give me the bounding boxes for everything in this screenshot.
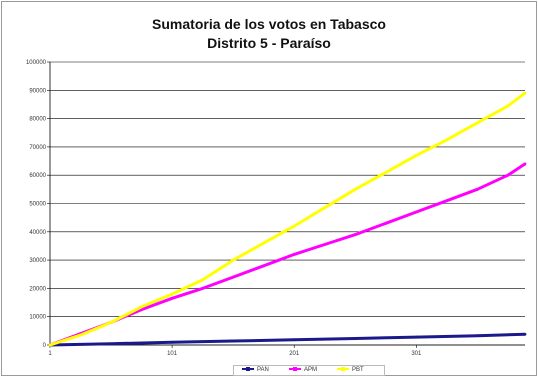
series-lines xyxy=(48,91,527,347)
axes xyxy=(49,62,525,346)
data-point xyxy=(231,275,235,279)
data-point xyxy=(109,342,113,346)
data-point xyxy=(109,320,113,324)
data-point xyxy=(262,241,266,245)
data-point xyxy=(79,333,82,337)
data-point xyxy=(475,187,479,191)
data-point xyxy=(292,253,296,256)
data-point xyxy=(48,343,52,347)
data-point xyxy=(523,91,527,95)
data-point xyxy=(523,162,527,166)
x-tick-label: 101 xyxy=(167,351,178,357)
data-point xyxy=(353,187,357,191)
data-point xyxy=(231,339,235,343)
series-line-pbt xyxy=(49,91,526,347)
data-point xyxy=(506,173,510,177)
data-point xyxy=(201,287,205,290)
y-tick-label: 10000 xyxy=(29,315,46,321)
data-point xyxy=(414,335,418,339)
legend-swatch xyxy=(242,367,254,372)
data-point xyxy=(475,334,479,338)
legend: PAN APM PBT xyxy=(233,365,385,376)
data-point xyxy=(323,243,327,246)
y-tick-label: 30000 xyxy=(29,258,46,264)
y-tick-label: 100000 xyxy=(26,60,47,66)
legend-item-pbt: PBT xyxy=(337,367,364,374)
x-axis-ticks: 1 101 201 301 xyxy=(48,345,422,357)
legend-label: PBT xyxy=(352,367,364,373)
y-tick-label: 70000 xyxy=(29,145,46,151)
y-tick-label: 0 xyxy=(43,343,47,349)
y-axis-ticks: 0 10000 20000 30000 40000 50000 60000 70000 8000… xyxy=(26,60,50,349)
data-point xyxy=(262,264,266,268)
series-line-pan xyxy=(49,332,526,347)
grid-lines xyxy=(50,61,525,346)
legend-item-pan: PAN xyxy=(242,367,269,374)
data-point xyxy=(201,278,205,282)
data-point xyxy=(384,170,388,174)
data-point xyxy=(140,305,143,309)
data-point xyxy=(231,258,235,262)
chart-title: Sumatoria de los votos en Tabasco xyxy=(152,16,386,32)
data-point xyxy=(170,292,174,296)
data-point xyxy=(523,332,527,336)
x-tick-label: 301 xyxy=(411,351,422,357)
legend-label: APM xyxy=(304,367,318,373)
data-point xyxy=(170,340,174,344)
data-point xyxy=(170,296,174,300)
legend-swatch xyxy=(337,367,349,372)
data-point xyxy=(414,153,418,157)
y-tick-label: 90000 xyxy=(29,88,46,94)
data-point xyxy=(140,308,143,312)
legend-item-apm: APM xyxy=(289,367,317,374)
data-point xyxy=(445,138,449,142)
data-point xyxy=(292,338,296,342)
legend-swatch xyxy=(289,367,301,372)
data-point xyxy=(475,121,479,125)
x-tick-label: 201 xyxy=(289,351,300,357)
data-point xyxy=(414,210,418,214)
legend-label: PAN xyxy=(257,367,269,373)
chart-subtitle: Distrito 5 - Paraíso xyxy=(207,35,331,51)
data-point xyxy=(323,206,327,210)
data-point xyxy=(353,337,357,340)
y-tick-label: 20000 xyxy=(29,286,46,292)
data-point xyxy=(384,221,388,225)
y-tick-label: 80000 xyxy=(29,117,46,123)
data-point xyxy=(506,104,510,108)
y-tick-label: 40000 xyxy=(29,230,46,236)
data-point xyxy=(445,199,449,203)
x-tick-label: 1 xyxy=(48,351,52,357)
data-point xyxy=(353,233,357,237)
chart-title-block: Sumatoria de los votos en Tabasco Distri… xyxy=(0,15,538,53)
data-point xyxy=(292,224,296,228)
y-tick-label: 50000 xyxy=(29,202,46,208)
y-tick-label: 60000 xyxy=(29,173,46,179)
